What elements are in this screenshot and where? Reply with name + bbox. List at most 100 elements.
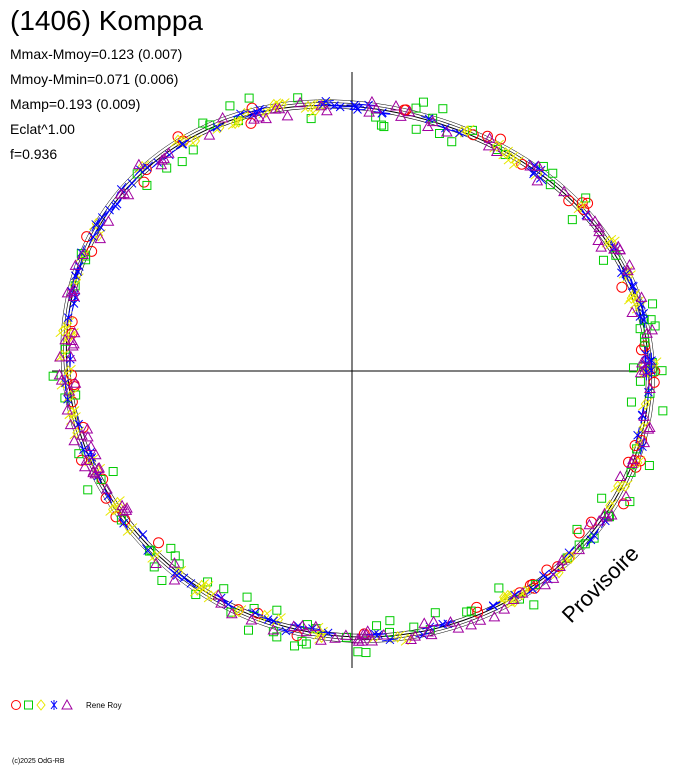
green-squares-point xyxy=(290,641,300,651)
green-squares-point xyxy=(225,101,235,111)
green-squares-point xyxy=(205,120,215,130)
purple-triangles-point xyxy=(168,573,181,585)
purple-triangles-point xyxy=(532,160,545,171)
blue-stars-point xyxy=(141,161,154,174)
purple-triangles-point xyxy=(409,630,421,641)
green-squares-point xyxy=(116,515,126,525)
green-squares-point xyxy=(244,93,254,103)
green-squares-point xyxy=(635,376,645,386)
green-squares-point xyxy=(635,324,645,334)
stat-mmax-mmoy: Mmax-Mmoy=0.123 (0.007) xyxy=(10,46,183,62)
red-circles-point xyxy=(76,454,88,466)
purple-triangles-point xyxy=(155,158,168,170)
green-squares-point xyxy=(645,388,655,398)
green-squares-point xyxy=(597,493,607,503)
legend: Rene Roy xyxy=(10,698,122,712)
purple-triangles-point xyxy=(531,174,544,186)
purple-triangles-point xyxy=(592,234,605,245)
purple-triangles-point xyxy=(273,102,286,114)
purple-triangles-point xyxy=(315,634,327,645)
red-circles-point xyxy=(481,130,493,142)
green-squares-point xyxy=(198,118,208,128)
series-green-squares xyxy=(48,93,668,658)
legend-circle-icon xyxy=(11,700,21,710)
red-circles-point xyxy=(81,231,93,243)
blue-stars-point xyxy=(278,626,294,636)
purple-triangles-point xyxy=(638,410,651,421)
blue-stars-point xyxy=(563,546,575,560)
purple-triangles-point xyxy=(66,339,79,351)
blue-stars-point xyxy=(60,374,70,391)
purple-triangles-point xyxy=(634,366,647,378)
legend-symbols xyxy=(11,698,73,711)
blue-stars-point xyxy=(137,527,149,542)
purple-triangles-point xyxy=(638,436,651,448)
blue-stars-point xyxy=(97,210,107,225)
green-squares-point xyxy=(657,366,667,376)
blue-stars-point xyxy=(639,311,648,328)
purple-triangles-point xyxy=(116,499,128,511)
purple-triangles-point xyxy=(203,129,216,140)
green-squares-point xyxy=(639,333,649,343)
purple-triangles-point xyxy=(87,466,99,478)
blue-stars-point xyxy=(451,128,467,138)
purple-triangles-point xyxy=(120,504,133,515)
purple-triangles-point xyxy=(366,95,378,107)
green-squares-point xyxy=(648,299,658,309)
green-squares-point xyxy=(272,632,282,642)
green-squares-point xyxy=(598,255,608,265)
purple-triangles-point xyxy=(65,334,78,345)
green-squares-point xyxy=(306,114,316,124)
yellow-diamonds-point xyxy=(507,595,523,609)
purple-triangles-point xyxy=(452,622,465,633)
purple-triangles-point xyxy=(281,109,294,121)
blue-stars-point xyxy=(437,123,453,133)
purple-triangles-point xyxy=(593,221,605,233)
purple-triangles-point xyxy=(605,508,618,520)
green-squares-point xyxy=(567,215,577,225)
purple-triangles-point xyxy=(490,145,503,156)
purple-triangles-point xyxy=(294,96,306,108)
red-circles-point xyxy=(648,376,660,388)
purple-triangles-point xyxy=(156,154,168,165)
green-squares-point xyxy=(188,145,198,155)
purple-triangles-point xyxy=(593,225,605,237)
purple-triangles-point xyxy=(253,110,265,122)
purple-triangles-point xyxy=(225,607,238,619)
purple-triangles-point xyxy=(516,587,529,598)
green-squares-point xyxy=(580,539,590,549)
purple-triangles-point xyxy=(260,112,272,124)
copyright: (c)2025 OdG-RB xyxy=(12,758,65,765)
purple-triangles-point xyxy=(162,147,175,158)
green-squares-point xyxy=(644,461,654,471)
purple-triangles-point xyxy=(117,505,129,516)
yellow-diamonds-point xyxy=(459,124,475,138)
blue-stars-point xyxy=(176,138,190,150)
purple-triangles-point xyxy=(63,384,76,396)
purple-triangles-point xyxy=(390,100,402,111)
purple-triangles-point xyxy=(524,160,537,171)
purple-triangles-point xyxy=(627,453,639,465)
blue-stars-point xyxy=(63,391,72,408)
purple-triangles-point xyxy=(395,110,407,121)
purple-triangles-point xyxy=(92,462,105,474)
purple-triangles-point xyxy=(377,628,390,640)
purple-triangles-point xyxy=(539,578,551,590)
purple-triangles-point xyxy=(626,457,638,468)
legend-observer: Rene Roy xyxy=(86,700,122,710)
purple-triangles-point xyxy=(444,616,457,627)
purple-triangles-point xyxy=(150,557,162,568)
red-circles-point xyxy=(494,133,506,145)
purple-triangles-point xyxy=(403,105,416,117)
green-squares-point xyxy=(219,584,229,594)
blue-stars-point xyxy=(104,203,115,218)
purple-triangles-point xyxy=(642,423,655,434)
green-squares-point xyxy=(244,625,254,635)
purple-triangles-point xyxy=(55,374,68,385)
purple-triangles-point xyxy=(68,290,80,302)
purple-triangles-point xyxy=(216,111,229,123)
green-squares-point xyxy=(409,622,419,632)
blue-stars-point xyxy=(96,220,106,235)
yellow-diamonds-point xyxy=(390,630,405,644)
yellow-diamonds-point xyxy=(194,579,210,592)
